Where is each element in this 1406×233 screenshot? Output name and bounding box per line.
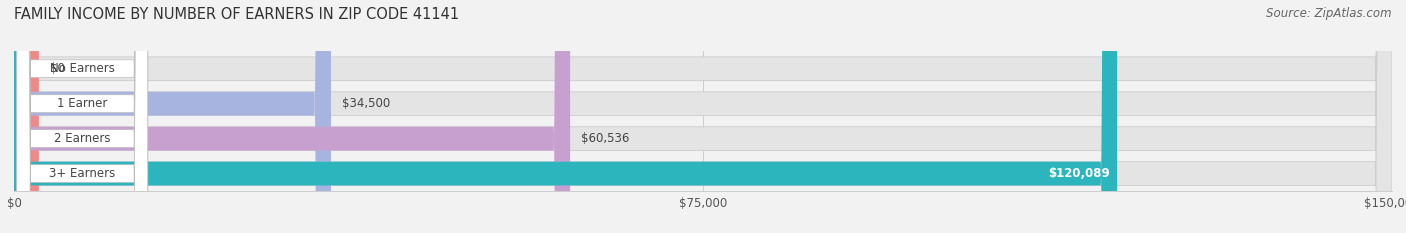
Text: $60,536: $60,536 (581, 132, 630, 145)
FancyBboxPatch shape (17, 0, 148, 233)
FancyBboxPatch shape (14, 0, 330, 233)
Text: $34,500: $34,500 (342, 97, 391, 110)
FancyBboxPatch shape (14, 0, 571, 233)
FancyBboxPatch shape (14, 0, 1118, 233)
FancyBboxPatch shape (17, 0, 148, 233)
FancyBboxPatch shape (14, 0, 1392, 233)
Text: FAMILY INCOME BY NUMBER OF EARNERS IN ZIP CODE 41141: FAMILY INCOME BY NUMBER OF EARNERS IN ZI… (14, 7, 460, 22)
Text: $0: $0 (49, 62, 65, 75)
Text: 2 Earners: 2 Earners (53, 132, 111, 145)
Text: $120,089: $120,089 (1049, 167, 1111, 180)
FancyBboxPatch shape (14, 0, 1392, 233)
FancyBboxPatch shape (14, 0, 39, 233)
FancyBboxPatch shape (14, 0, 1392, 233)
FancyBboxPatch shape (14, 0, 1392, 233)
Text: 3+ Earners: 3+ Earners (49, 167, 115, 180)
Text: Source: ZipAtlas.com: Source: ZipAtlas.com (1267, 7, 1392, 20)
Text: No Earners: No Earners (49, 62, 115, 75)
FancyBboxPatch shape (17, 0, 148, 233)
Text: 1 Earner: 1 Earner (58, 97, 107, 110)
FancyBboxPatch shape (17, 0, 148, 233)
